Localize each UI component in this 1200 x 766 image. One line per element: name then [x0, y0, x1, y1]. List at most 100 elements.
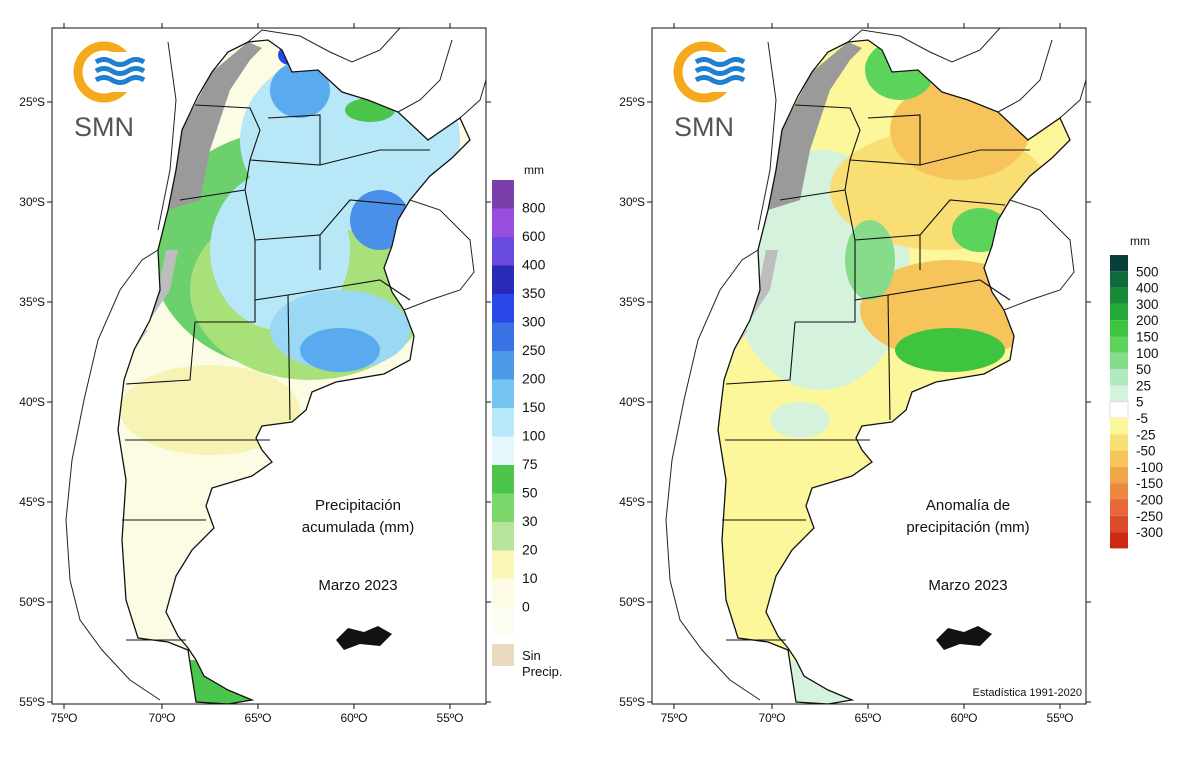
legend-swatch	[492, 379, 514, 408]
legend-label: 800	[522, 200, 546, 216]
logo-wave	[694, 66, 746, 76]
legend-label: -150	[1136, 476, 1163, 491]
brazil-border	[459, 79, 486, 119]
chile-north-border	[757, 41, 777, 231]
legend-swatch	[1110, 255, 1128, 272]
statistics-footnote: Estadística 1991-2020	[973, 687, 1082, 699]
legend-label: -100	[1136, 460, 1163, 475]
legend-swatch	[1110, 369, 1128, 386]
lon-label: 75ºO	[50, 711, 77, 725]
legend-swatch	[1110, 336, 1128, 353]
lat-label: 40ºS	[619, 395, 645, 409]
logo-wave	[94, 66, 146, 76]
legend-swatch	[1110, 303, 1128, 321]
smn-logo: SMN	[673, 41, 748, 142]
legend-label: 400	[1136, 281, 1159, 296]
legend-label: 10	[522, 570, 538, 586]
legend-label: 20	[522, 542, 538, 558]
lon-label: 70ºO	[758, 711, 785, 725]
smn-logo: SMN	[73, 41, 148, 142]
legend-swatch	[1110, 434, 1128, 451]
legend-swatch	[492, 180, 514, 209]
legend-swatch	[1110, 287, 1128, 304]
lat-label: 45ºS	[619, 495, 645, 509]
legend-swatch	[1110, 418, 1128, 435]
andes-relief	[134, 42, 262, 350]
lon-label: 55ºO	[436, 711, 463, 725]
map-frame	[51, 27, 487, 705]
lat-label: 30ºS	[19, 195, 45, 209]
legend-no-precip-line2: Precip.	[522, 664, 562, 679]
legend-swatch	[492, 294, 514, 323]
legend-swatch	[1110, 352, 1128, 370]
lat-label: 35ºS	[619, 295, 645, 309]
legend-label: 200	[522, 371, 546, 387]
legend-swatch	[492, 322, 514, 351]
legend-swatch	[1110, 385, 1128, 402]
paraguay-border	[997, 39, 1053, 113]
map-title-line1: Anomalía de	[926, 497, 1010, 514]
chile-coast	[65, 249, 161, 701]
logo-wave	[94, 57, 146, 67]
lat-label: 55ºS	[19, 695, 45, 709]
lat-label: 25ºS	[19, 95, 45, 109]
legend-label: 75	[522, 456, 538, 472]
legend-swatch	[1110, 499, 1128, 516]
legend-label: 50	[522, 485, 538, 501]
legend-unit: mm	[1130, 234, 1150, 248]
province-boundaries	[122, 104, 430, 641]
legend-swatch-no-precip	[492, 644, 514, 666]
legend-swatch	[492, 465, 514, 494]
legend-label: 400	[522, 257, 546, 273]
legend-swatch	[492, 607, 514, 636]
legend-label: 25	[1136, 378, 1151, 393]
lat-label: 35ºS	[19, 295, 45, 309]
uruguay-border	[403, 199, 475, 311]
legend-no-precip-line1: Sin	[522, 648, 541, 663]
lat-label: 50ºS	[19, 595, 45, 609]
argentina-outline	[117, 39, 471, 704]
map-title-line1: Precipitación	[315, 497, 401, 514]
precipitation-map: 25ºS 30ºS 35ºS 40ºS 45ºS 50ºS 55ºS 75ºO 70ºO 65ºO…	[19, 23, 562, 725]
legend-swatch	[492, 208, 514, 237]
legend-swatch	[492, 522, 514, 551]
legend-label: 30	[522, 513, 538, 529]
uruguay-border	[1003, 199, 1075, 311]
lon-label: 65ºO	[854, 711, 881, 725]
map-date: Marzo 2023	[928, 577, 1007, 594]
lat-label: 45ºS	[19, 495, 45, 509]
lon-label: 60ºO	[950, 711, 977, 725]
bolivia-border	[847, 28, 1001, 63]
legend-label: 300	[522, 314, 546, 330]
legend-swatch	[1110, 450, 1128, 467]
legend-label: 50	[1136, 362, 1151, 377]
legend-swatch	[1110, 271, 1128, 288]
map-title-line2: precipitación (mm)	[906, 519, 1029, 536]
legend-label: -5	[1136, 411, 1148, 426]
logo-text: SMN	[674, 112, 734, 142]
chile-north-border	[157, 41, 177, 231]
lat-label: 40ºS	[19, 395, 45, 409]
legend-label: 100	[1136, 346, 1159, 361]
lon-label: 60ºO	[340, 711, 367, 725]
legend-label: 300	[1136, 297, 1159, 312]
legend-label: 150	[522, 399, 546, 415]
neighbour-borders	[665, 28, 1086, 701]
map-date: Marzo 2023	[318, 577, 397, 594]
legend-label: -50	[1136, 444, 1156, 459]
lat-label: 30ºS	[619, 195, 645, 209]
color-legend: mm80060040035030025020015010075503020100…	[492, 163, 562, 679]
legend-label: -25	[1136, 427, 1156, 442]
legend-label: 600	[522, 228, 546, 244]
lon-label: 55ºO	[1046, 711, 1073, 725]
brazil-border	[1059, 79, 1086, 119]
legend-label: 100	[522, 428, 546, 444]
logo-text: SMN	[74, 112, 134, 142]
legend-swatch	[1110, 532, 1128, 549]
neighbour-borders	[65, 28, 486, 701]
falkland-islands	[336, 626, 392, 650]
lon-label: 70ºO	[148, 711, 175, 725]
legend-label: -250	[1136, 509, 1163, 524]
map-frame	[651, 27, 1087, 705]
